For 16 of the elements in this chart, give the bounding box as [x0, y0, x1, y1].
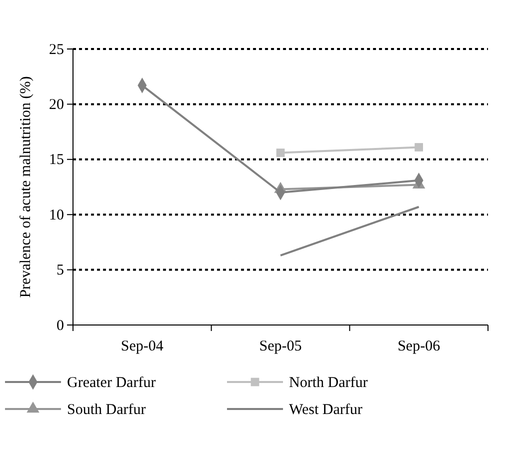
point	[414, 143, 424, 152]
legend-label: South Darfur	[67, 402, 146, 418]
x-tick-label: Sep-05	[259, 338, 302, 354]
x-tick-label: Sep-04	[120, 338, 164, 354]
point	[276, 148, 285, 157]
legend-label: West Darfur	[289, 402, 362, 418]
y-tick-label: 5	[56, 262, 64, 279]
y-tick-label: 25	[49, 42, 64, 58]
y-tick-label: 20	[49, 97, 64, 113]
legend-label: Greater Darfur	[67, 375, 156, 391]
y-tick-label: 0	[56, 318, 64, 334]
y-tick-label: 10	[49, 207, 64, 224]
y-axis-title: Prevalence of acute malnutrition (%)	[18, 76, 34, 298]
y-tick-label: 15	[49, 152, 64, 168]
x-tick-label: Sep-06	[398, 338, 441, 354]
legend-label: North Darfur	[289, 375, 368, 391]
